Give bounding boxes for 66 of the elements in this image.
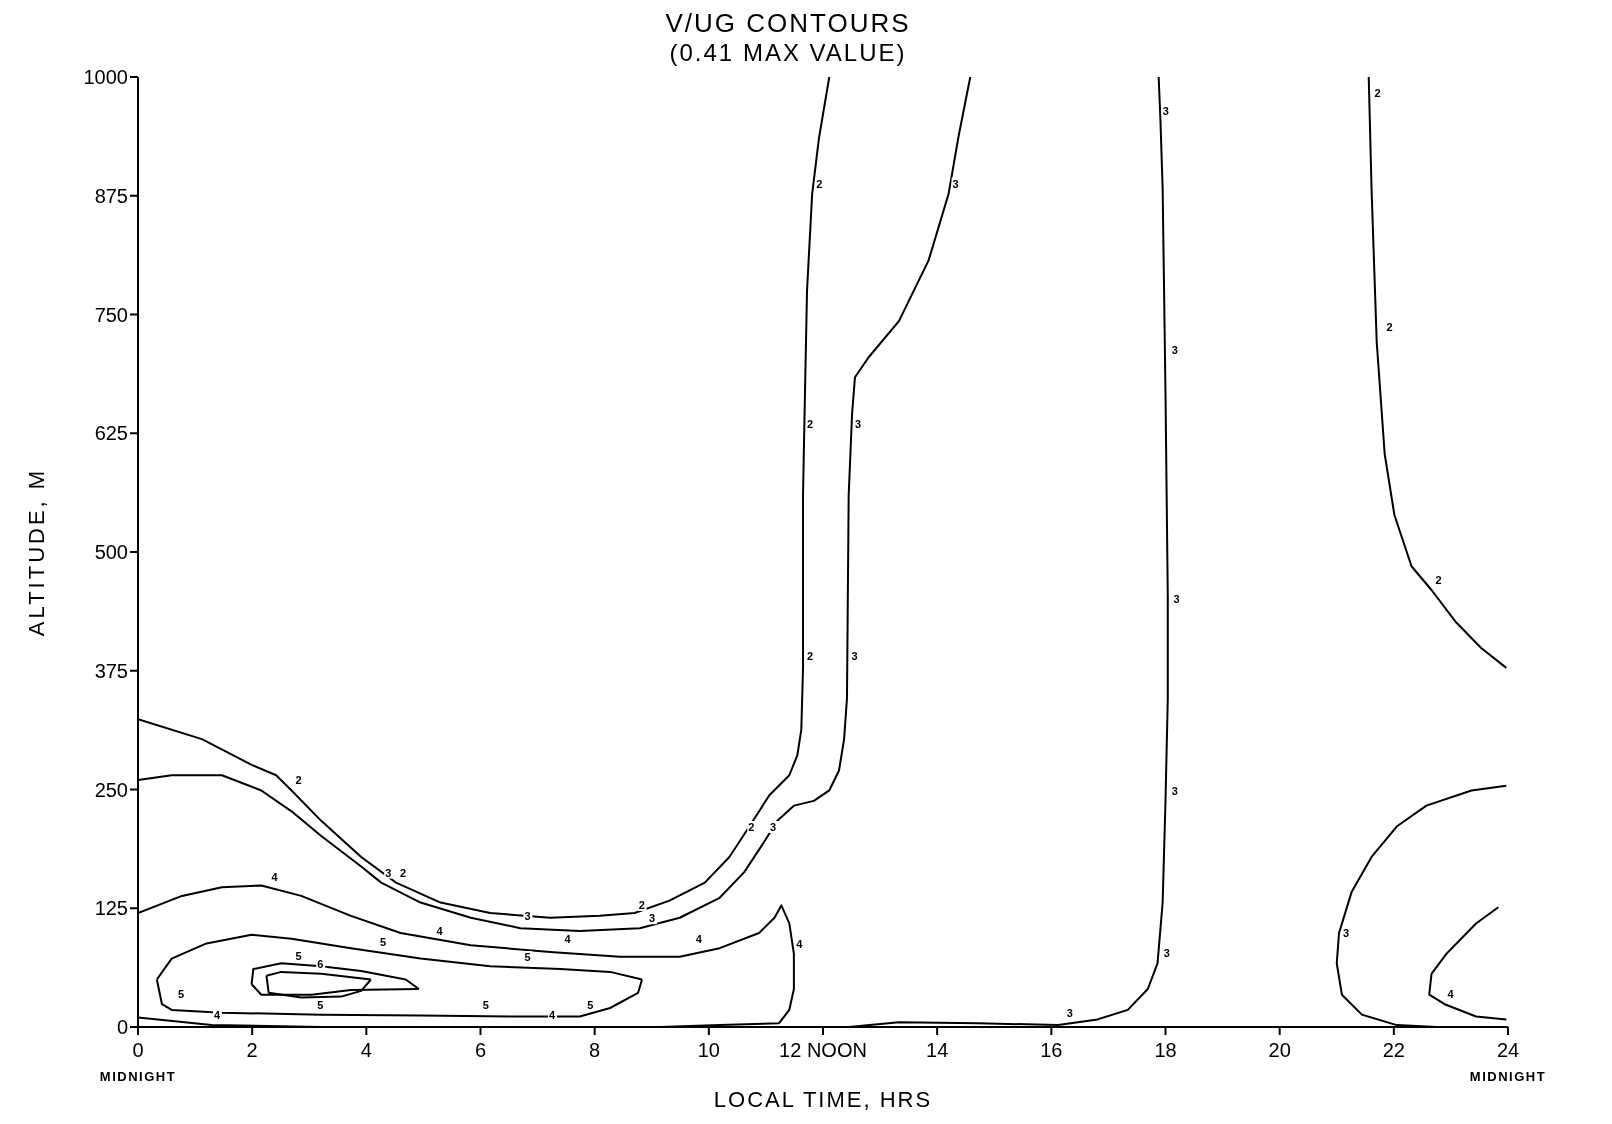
annotation: 3 xyxy=(1162,104,1169,117)
annotation: 5 xyxy=(295,950,302,963)
y-tick-label: 250 xyxy=(94,778,128,801)
annotation: 5 xyxy=(587,998,594,1011)
annotation: 3 xyxy=(769,821,777,833)
annotation: 4 xyxy=(271,871,279,884)
x-tick-label: 8 xyxy=(589,1039,601,1061)
chart-subtitle: (0.41 MAX VALUE) xyxy=(668,39,908,67)
annotation: 2 xyxy=(807,650,814,662)
x-tick-label: 16 xyxy=(1040,1039,1063,1061)
chart-title: V/UG CONTOURS xyxy=(664,8,912,39)
annotation: 5 xyxy=(177,988,185,1001)
annotation: 3 xyxy=(1343,927,1350,940)
annotation: 2 xyxy=(1386,321,1393,334)
annotation: 2 xyxy=(748,821,755,833)
x-tick-label: 6 xyxy=(474,1039,487,1061)
x-tick-label: 24 MIDNIGHT xyxy=(1469,1039,1547,1084)
x-tick-label: 0 MIDNIGHT xyxy=(99,1039,177,1084)
annotation: 3 xyxy=(1171,784,1178,797)
annotation: 2 xyxy=(400,866,407,879)
annotation: 3 xyxy=(952,177,959,190)
annotation: 3 xyxy=(385,866,392,879)
annotation: 2 xyxy=(1374,86,1381,99)
annotation: 2 xyxy=(1435,574,1442,586)
annotation: 5 xyxy=(380,935,387,948)
annotation: 4 xyxy=(796,937,804,950)
y-tick-label: 875 xyxy=(94,184,128,207)
y-tick-label: 500 xyxy=(94,541,128,564)
y-tick-label: 750 xyxy=(94,303,128,326)
y-tick-label: 0 xyxy=(116,1016,128,1039)
annotation: 5 xyxy=(524,951,531,964)
annotation: 3 xyxy=(1163,947,1170,960)
annotation: 3 xyxy=(854,418,862,431)
annotation: 4 xyxy=(436,924,444,937)
annotation: 3 xyxy=(1171,344,1178,357)
x-tick-label: 20 xyxy=(1268,1039,1291,1061)
y-tick-label: 125 xyxy=(94,897,128,920)
annotation: 3 xyxy=(648,912,656,925)
annotation: 2 xyxy=(295,774,302,787)
annotation: 3 xyxy=(1066,1007,1073,1020)
annotation: 2 xyxy=(638,898,645,911)
x-tick-label: 14 xyxy=(926,1039,949,1061)
x-tick-label: 10 xyxy=(697,1039,720,1061)
x-tick-label: 4 xyxy=(360,1039,372,1061)
annotation: 4 xyxy=(695,933,703,946)
y-axis-title: ALTITUDE, M xyxy=(23,467,49,637)
y-tick-label: 625 xyxy=(94,422,128,445)
annotation: 3 xyxy=(1173,593,1180,605)
annotation: 4 xyxy=(1447,988,1455,1001)
annotation: 5 xyxy=(317,998,324,1011)
x-tick-label: 12 NOON xyxy=(779,1039,867,1061)
y-tick-label: 375 xyxy=(94,659,128,682)
annotation: 2 xyxy=(816,177,823,190)
annotation: 4 xyxy=(549,1009,556,1022)
x-axis-title: LOCAL TIME, HRS xyxy=(713,1087,933,1112)
annotation: 2 xyxy=(807,418,814,431)
x-tick-label: 22 xyxy=(1382,1039,1405,1061)
annotation: 6 xyxy=(317,957,324,970)
x-tick-label: 2 xyxy=(246,1039,258,1061)
annotation: 4 xyxy=(213,1009,221,1022)
annotation: 4 xyxy=(564,933,572,946)
annotation: 5 xyxy=(482,998,489,1011)
annotation: 3 xyxy=(524,910,531,923)
annotation: 3 xyxy=(851,650,858,662)
y-tick-label: 1000 xyxy=(83,66,128,89)
x-tick-label: 18 xyxy=(1154,1039,1177,1061)
